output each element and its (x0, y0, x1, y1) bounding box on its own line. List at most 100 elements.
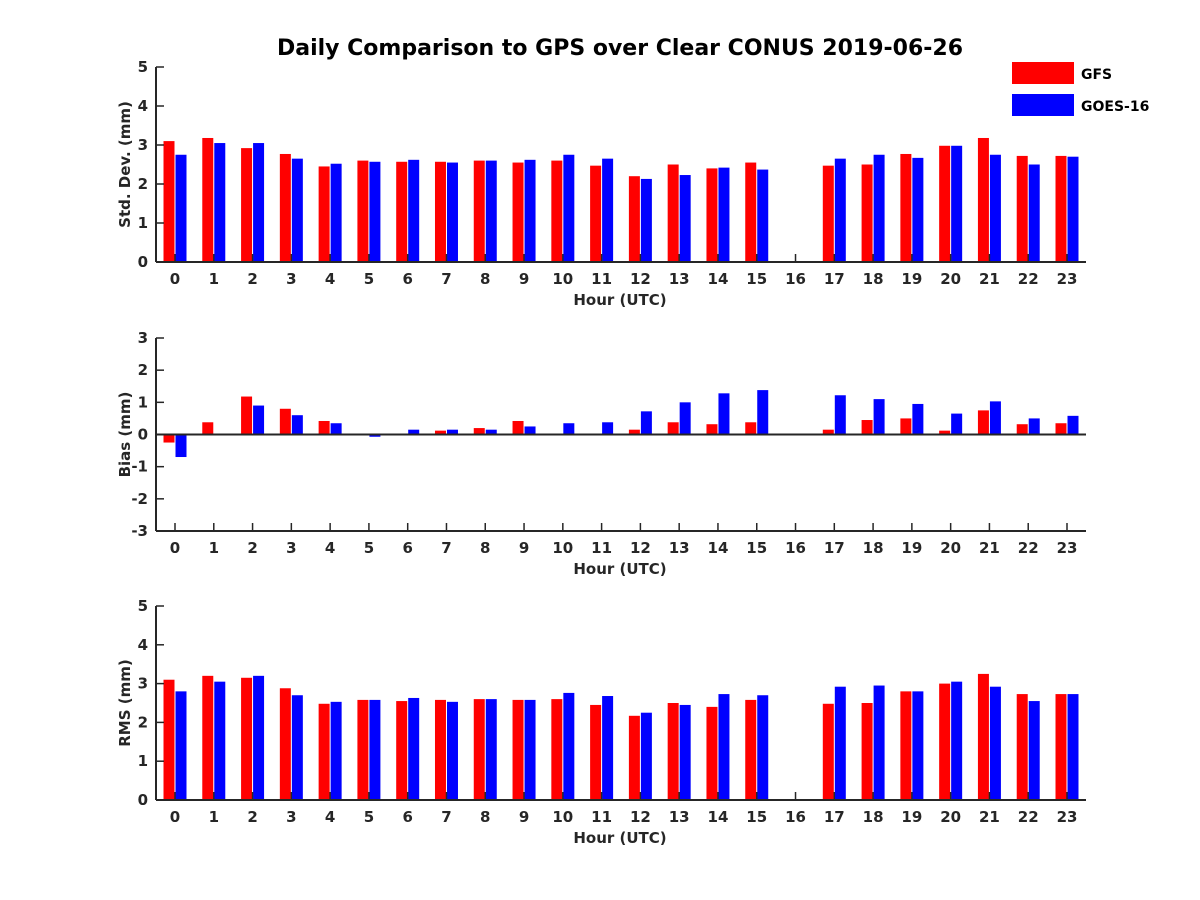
x-tick-label-std: 11 (591, 270, 612, 288)
y-tick-label-std: 5 (138, 58, 148, 76)
y-tick-label-std: 2 (138, 175, 148, 193)
x-tick-label-rms: 10 (552, 808, 573, 826)
bar-std-goes-16-0 (175, 154, 187, 262)
bar-rms-gfs-3 (279, 688, 291, 800)
x-tick-label-std: 14 (708, 270, 729, 288)
x-tick-label-rms: 14 (708, 808, 729, 826)
x-tick-label-bias: 4 (325, 539, 335, 557)
bar-std-gfs-6 (396, 161, 408, 262)
x-tick-label-std: 12 (630, 270, 651, 288)
bar-rms-goes-16-22 (1028, 701, 1040, 800)
bar-std-gfs-0 (163, 141, 175, 262)
y-axis-label-rms: RMS (mm) (116, 659, 134, 746)
bar-bias-goes-16-12 (640, 411, 652, 435)
x-tick-label-rms: 9 (519, 808, 529, 826)
x-tick-label-std: 0 (170, 270, 180, 288)
bar-rms-goes-16-3 (291, 695, 303, 800)
x-tick-label-std: 19 (901, 270, 922, 288)
bar-std-gfs-2 (241, 148, 253, 262)
bar-rms-gfs-23 (1055, 694, 1067, 800)
bar-std-gfs-3 (279, 153, 291, 262)
bar-std-goes-16-21 (989, 154, 1001, 262)
x-tick-label-std: 7 (441, 270, 451, 288)
bar-rms-gfs-0 (163, 679, 175, 800)
x-tick-label-rms: 23 (1057, 808, 1078, 826)
x-tick-label-rms: 19 (901, 808, 922, 826)
bar-bias-gfs-8 (473, 428, 485, 435)
bar-bias-goes-16-10 (563, 423, 575, 435)
x-tick-label-bias: 9 (519, 539, 529, 557)
bar-bias-gfs-3 (279, 408, 291, 435)
bar-bias-goes-16-2 (253, 405, 265, 435)
bar-bias-gfs-7 (434, 430, 446, 435)
x-tick-label-std: 18 (863, 270, 884, 288)
bar-rms-gfs-13 (667, 703, 679, 800)
bar-rms-gfs-14 (706, 706, 718, 800)
x-tick-label-std: 3 (286, 270, 296, 288)
bar-std-goes-16-2 (253, 143, 265, 262)
legend-swatch-goes-16 (1012, 94, 1074, 116)
bar-rms-gfs-2 (241, 677, 253, 800)
x-tick-label-bias: 20 (940, 539, 961, 557)
bar-bias-gfs-2 (241, 396, 253, 435)
bar-std-gfs-8 (473, 160, 485, 262)
bar-rms-goes-16-4 (330, 701, 342, 800)
bar-std-gfs-5 (357, 160, 369, 262)
x-tick-label-std: 17 (824, 270, 845, 288)
x-tick-label-bias: 10 (552, 539, 573, 557)
bar-bias-goes-16-8 (485, 429, 497, 435)
y-tick-label-bias: -2 (131, 490, 148, 508)
bar-std-gfs-10 (551, 160, 563, 262)
bar-bias-goes-16-14 (718, 393, 730, 435)
bar-bias-goes-16-17 (834, 395, 846, 435)
bar-std-gfs-9 (512, 162, 524, 262)
legend-swatch-gfs (1012, 62, 1074, 84)
bar-rms-gfs-7 (434, 699, 446, 800)
x-tick-label-bias: 14 (708, 539, 729, 557)
x-tick-label-rms: 16 (785, 808, 806, 826)
bar-rms-goes-16-8 (485, 699, 497, 800)
bar-std-gfs-13 (667, 164, 679, 262)
x-tick-label-rms: 18 (863, 808, 884, 826)
bar-bias-gfs-9 (512, 420, 524, 435)
bar-bias-gfs-12 (628, 429, 640, 435)
bar-rms-goes-16-10 (563, 692, 575, 800)
bar-rms-gfs-4 (318, 703, 330, 800)
bar-std-goes-16-23 (1067, 156, 1079, 262)
x-tick-label-rms: 6 (402, 808, 412, 826)
x-tick-label-bias: 11 (591, 539, 612, 557)
legend-label-gfs: GFS (1081, 67, 1112, 83)
bar-rms-goes-16-13 (679, 704, 691, 800)
bar-bias-goes-16-4 (330, 423, 342, 435)
x-tick-label-bias: 23 (1057, 539, 1078, 557)
bar-rms-gfs-1 (202, 675, 214, 800)
x-tick-label-bias: 1 (209, 539, 219, 557)
bar-std-goes-16-12 (640, 178, 652, 262)
x-tick-label-rms: 15 (746, 808, 767, 826)
bar-rms-goes-16-5 (369, 699, 381, 800)
bar-bias-goes-16-15 (757, 390, 769, 435)
x-tick-label-rms: 7 (441, 808, 451, 826)
bar-std-goes-16-19 (912, 157, 924, 262)
x-tick-label-std: 2 (247, 270, 257, 288)
x-tick-label-rms: 17 (824, 808, 845, 826)
y-tick-label-rms: 1 (138, 752, 148, 770)
bar-std-goes-16-14 (718, 167, 730, 262)
x-tick-label-std: 4 (325, 270, 335, 288)
bar-bias-goes-16-23 (1067, 415, 1079, 435)
bar-rms-goes-16-7 (446, 701, 458, 800)
x-tick-label-std: 13 (669, 270, 690, 288)
bar-std-goes-16-13 (679, 175, 691, 262)
bar-std-gfs-17 (822, 165, 834, 262)
y-tick-label-rms: 3 (138, 675, 148, 693)
y-tick-label-bias: -1 (131, 458, 148, 476)
y-tick-label-bias: 1 (138, 393, 148, 411)
bar-rms-goes-16-12 (640, 712, 652, 800)
chart-title: Daily Comparison to GPS over Clear CONUS… (277, 36, 963, 61)
x-tick-label-bias: 22 (1018, 539, 1039, 557)
x-tick-label-bias: 18 (863, 539, 884, 557)
bar-bias-gfs-18 (861, 420, 873, 435)
bar-bias-gfs-20 (939, 430, 951, 435)
y-tick-label-rms: 5 (138, 597, 148, 615)
